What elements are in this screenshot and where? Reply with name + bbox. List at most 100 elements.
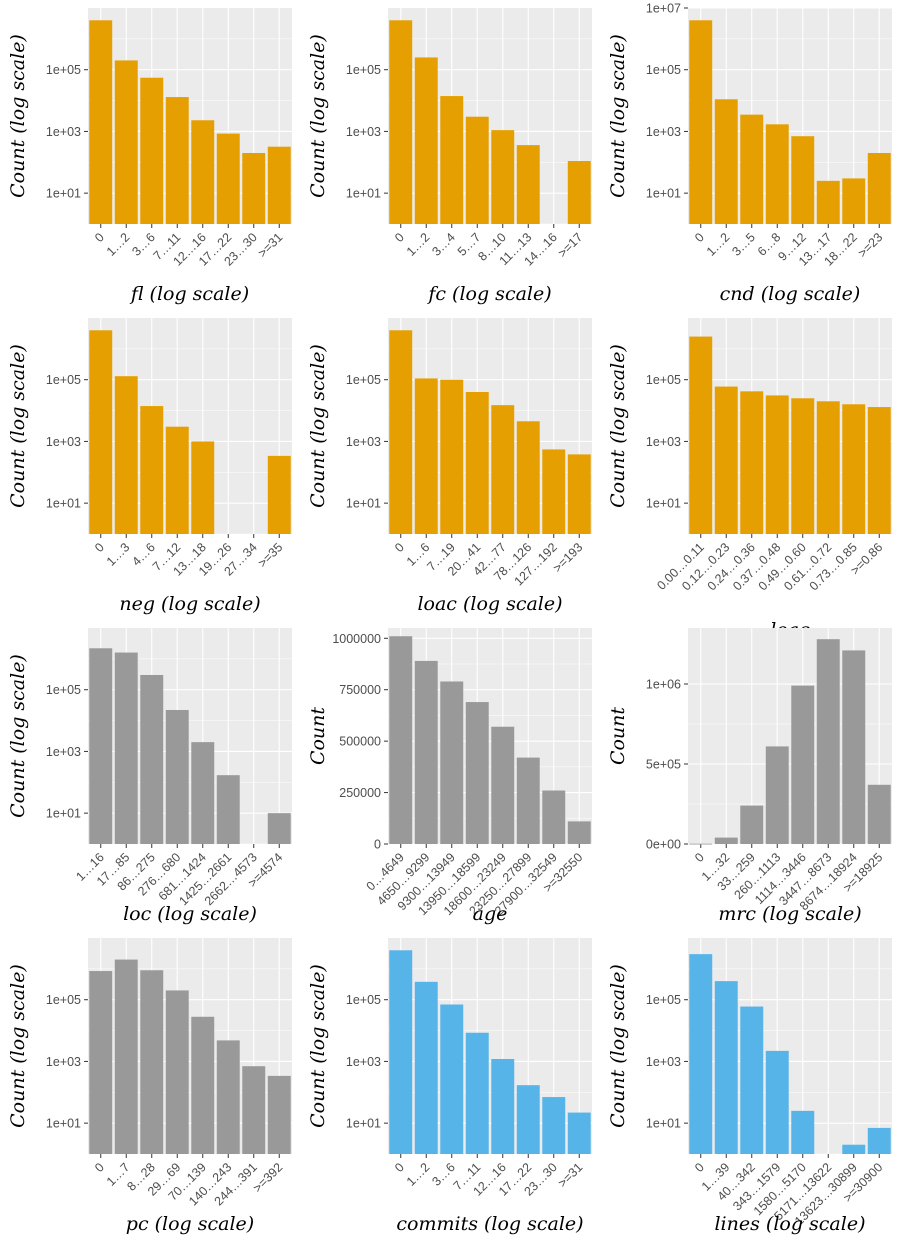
bar-5	[516, 757, 540, 844]
y-tick-label: 1000000	[332, 632, 381, 646]
x-axis-label: cnd (log scale)	[720, 283, 861, 305]
bar-5	[216, 775, 240, 844]
bar-4	[791, 1110, 815, 1154]
bar-5	[516, 1085, 540, 1154]
y-tick-label: 500000	[339, 735, 381, 749]
bar-7	[567, 454, 591, 534]
x-tick-label: 0	[392, 230, 407, 245]
bar-7	[867, 407, 891, 534]
y-tick-label: 1e+01	[346, 187, 381, 201]
y-axis-label: Count (log scale)	[7, 34, 29, 198]
bar-4	[791, 136, 815, 224]
x-axis-label: fc (log scale)	[426, 283, 551, 305]
bar-2	[140, 77, 164, 224]
bar-2	[140, 674, 164, 844]
x-axis-label: neg (log scale)	[119, 593, 260, 615]
bar-4	[491, 1058, 515, 1154]
bar-7	[867, 1127, 891, 1154]
bar-1	[414, 57, 438, 224]
bar-6	[842, 650, 866, 844]
bar-5	[816, 639, 840, 844]
bar-1	[114, 60, 138, 225]
x-tick-label: 1…2	[704, 230, 733, 259]
bar-0	[89, 330, 113, 534]
bar-6	[842, 178, 866, 224]
x-tick-label: >=392	[250, 1160, 285, 1195]
bar-1	[714, 386, 738, 534]
chart-panel-4: 1e+01 1e+03 1e+05 0 1…6 7…19 20…41 42…77 78…126 1…	[300, 310, 600, 620]
y-tick-label: 1e+01	[646, 497, 681, 511]
x-tick-label: >=31	[255, 230, 285, 260]
chart-panel-5: 1e+01 1e+03 1e+05 0.00…0.11 0.12…0.23 0.24…0.…	[600, 310, 900, 669]
y-tick-label: 1e+03	[46, 1055, 81, 1069]
bar-1	[414, 660, 438, 844]
y-tick-label: 1e+05	[46, 373, 81, 387]
bar-4	[191, 1016, 215, 1154]
y-tick-label: 1e+03	[46, 125, 81, 139]
bar-3	[465, 116, 489, 224]
bar-5	[816, 401, 840, 534]
y-tick-label: 750000	[339, 683, 381, 697]
y-tick-label: 1e+03	[46, 435, 81, 449]
bar-6	[242, 152, 266, 224]
bar-2	[440, 96, 464, 224]
x-axis-label: loc (log scale)	[123, 903, 257, 925]
bar-1	[114, 376, 138, 534]
chart-svg: 025000050000075000010000000…46494650…929…	[307, 628, 592, 925]
y-tick-label: 1e+05	[646, 63, 681, 77]
chart-svg: 1e+011e+031e+0501…3940…342343…15791580…5…	[607, 938, 892, 1235]
chart-svg: 1e+011e+031e+0501…67…1920…4142…7778…1261…	[307, 318, 592, 615]
bar-0	[689, 20, 713, 224]
bar-7	[267, 1075, 291, 1154]
x-tick-label: 0	[392, 1160, 407, 1175]
bar-3	[165, 426, 189, 534]
y-axis-label: Count	[607, 707, 629, 765]
y-axis-label: Count (log scale)	[307, 34, 329, 198]
chart-panel-3: 1e+01 1e+03 1e+05 0 1…3 4…6 7…12 13…18 19…26 27…3…	[0, 310, 300, 620]
bar-0	[389, 950, 413, 1154]
bar-6	[842, 404, 866, 534]
chart-svg: 1e+011e+031e+051e+0701…23…56…89…1213…171…	[607, 2, 892, 305]
y-tick-label: 1e+03	[346, 1055, 381, 1069]
y-tick-label: 1e+03	[346, 435, 381, 449]
x-tick-label: 0	[92, 230, 107, 245]
y-axis-label: Count (log scale)	[307, 964, 329, 1128]
bar-5	[816, 180, 840, 224]
x-tick-label: 0	[692, 1160, 707, 1175]
y-tick-label: 1e+01	[346, 497, 381, 511]
x-axis-label: age	[473, 903, 508, 925]
x-tick-label: >=31	[555, 1160, 585, 1190]
y-axis-label: Count (log scale)	[607, 344, 629, 508]
y-tick-label: 1e+01	[46, 187, 81, 201]
bar-3	[765, 124, 789, 224]
bar-7	[267, 455, 291, 534]
y-tick-label: 1e+05	[646, 373, 681, 387]
bar-1	[714, 837, 738, 844]
y-tick-label: 1e+03	[646, 125, 681, 139]
y-tick-label: 1e+01	[646, 1117, 681, 1131]
y-axis-label: Count (log scale)	[307, 344, 329, 508]
bar-3	[765, 1050, 789, 1154]
bar-0	[689, 336, 713, 534]
x-axis-label: loac (log scale)	[417, 593, 562, 615]
x-tick-label: 1…2	[404, 1160, 433, 1189]
bar-6	[542, 449, 566, 534]
bar-5	[216, 1040, 240, 1154]
bar-0	[389, 330, 413, 534]
x-tick-label: 1…3	[104, 540, 133, 569]
y-axis-label: Count (log scale)	[7, 654, 29, 818]
x-tick-label: 0	[692, 230, 707, 245]
y-tick-label: 1e+05	[46, 993, 81, 1007]
y-tick-label: 1e+01	[46, 497, 81, 511]
chart-svg: 1e+011e+031e+0501…23…45…78…1011…1314…16>…	[307, 8, 592, 305]
chart-panel-2: 1e+01 1e+03 1e+05 1e+07 0 1…2 3…5 6…8 9…12 13…17 1…	[600, 0, 900, 310]
chart-svg: 1e+011e+031e+050.00…0.110.12…0.230.24…0.…	[607, 318, 892, 669]
y-tick-label: 0	[374, 838, 381, 852]
y-tick-label: 1e+07	[646, 2, 681, 16]
chart-svg: 1e+011e+031e+0501…34…67…1213…1819…2627…3…	[7, 318, 292, 615]
y-axis-label: Count (log scale)	[607, 964, 629, 1128]
bar-1	[114, 959, 138, 1154]
y-tick-label: 1e+05	[46, 63, 81, 77]
bar-7	[567, 821, 591, 844]
